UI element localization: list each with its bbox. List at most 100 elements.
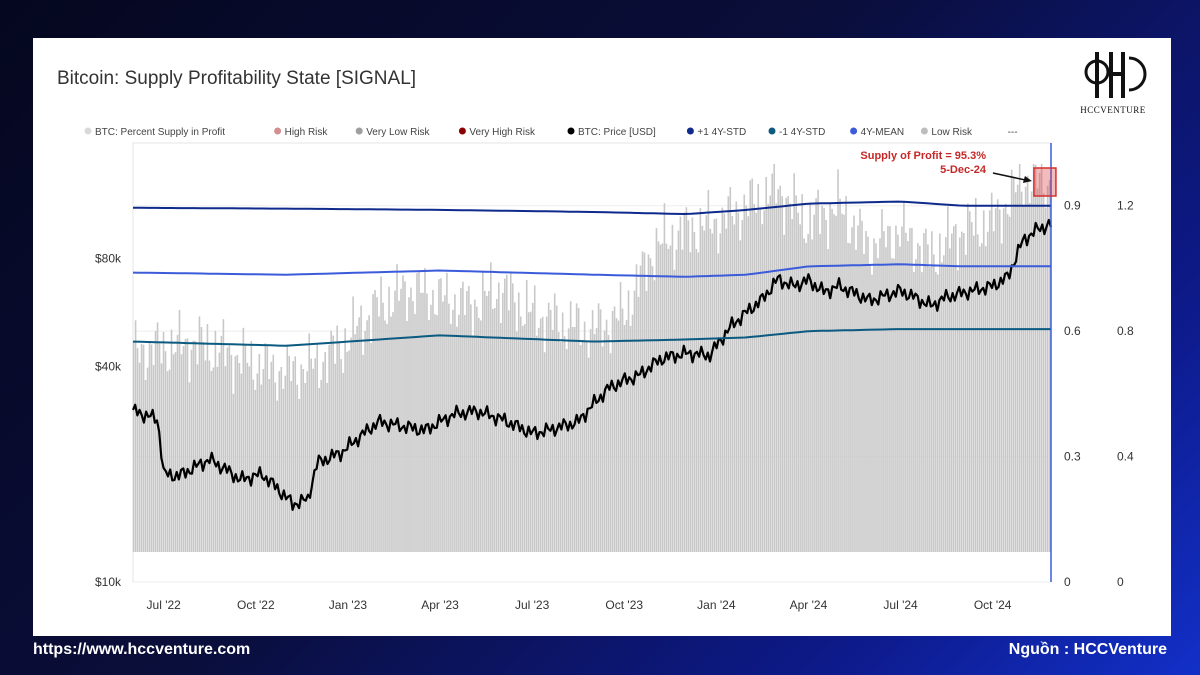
supply-bar (887, 225, 889, 552)
supply-bar (581, 339, 584, 552)
supply-bar (883, 231, 885, 552)
supply-bar (262, 369, 265, 552)
supply-bar (785, 197, 787, 552)
supply-bar (452, 309, 454, 552)
supply-bar (951, 233, 953, 552)
supply-bar (731, 216, 734, 553)
supply-bar (691, 217, 694, 552)
supply-bar (551, 330, 554, 552)
supply-bar (378, 316, 380, 552)
supply-bar (416, 273, 418, 552)
supply-bar (749, 180, 752, 552)
supply-bar (601, 346, 604, 552)
supply-bar (300, 364, 303, 552)
supply-bar (236, 354, 239, 552)
supply-bar (685, 207, 688, 552)
supply-bar (779, 185, 781, 552)
supply-bar (637, 296, 640, 552)
supply-bar (982, 210, 985, 552)
logo-text: HCCVENTURE (1080, 105, 1146, 115)
supply-bar (795, 195, 797, 552)
supply-bar (757, 184, 760, 552)
supply-bar (216, 366, 219, 552)
supply-bar (897, 234, 899, 553)
supply-bar (368, 315, 370, 552)
supply-bar (859, 208, 861, 552)
supply-bar (290, 381, 293, 552)
supply-bar (903, 200, 905, 552)
supply-bar (955, 224, 957, 552)
supply-bar (210, 371, 213, 552)
supply-bar (306, 371, 309, 552)
supply-bar (294, 356, 297, 552)
supply-bar (519, 316, 522, 552)
y-left-tick-label: $10k (95, 575, 122, 589)
supply-bar (611, 311, 614, 552)
supply-bar (426, 293, 428, 552)
supply-bar (370, 342, 372, 552)
supply-bar (871, 274, 873, 552)
supply-bar (164, 351, 167, 552)
supply-bar (829, 203, 831, 552)
supply-bar (525, 280, 528, 552)
supply-bar (593, 334, 596, 552)
supply-bar (412, 301, 414, 552)
supply-bar (292, 361, 295, 552)
supply-bar (420, 292, 422, 552)
supply-bar (414, 313, 416, 552)
price-line (131, 218, 1053, 511)
y-right-tick-label: 0 (1117, 575, 1124, 589)
supply-bar (819, 234, 821, 552)
supply-bar (721, 207, 724, 553)
upper-std-line (133, 200, 1051, 216)
supply-bar (310, 358, 313, 552)
supply-bar (214, 330, 217, 552)
supply-bar (334, 363, 336, 552)
axes: Jul '22 Oct '22 Jan '23 Apr '23 Jul '23 Oct '… (95, 143, 1134, 612)
supply-bar (885, 247, 887, 553)
y-mid-tick-label: 0.6 (1064, 324, 1081, 338)
supply-bar (134, 320, 137, 552)
footer-website[interactable]: https://www.hccventure.com (33, 641, 251, 658)
supply-bar (875, 243, 877, 552)
supply-bar (713, 219, 716, 553)
supply-bar (563, 336, 566, 552)
supply-bar (809, 202, 811, 552)
supply-bar (234, 356, 237, 552)
legend-marker (850, 127, 858, 135)
supply-bar (803, 238, 805, 552)
supply-bar (346, 351, 348, 552)
supply-bar (761, 224, 764, 553)
supply-bar (476, 306, 478, 552)
supply-bar (533, 285, 536, 552)
supply-bar (867, 236, 869, 552)
chart-title: Bitcoin: Supply Profitability State [SIG… (57, 68, 417, 89)
supply-bar (837, 169, 839, 553)
supply-bar (531, 303, 534, 552)
supply-bar (296, 384, 299, 552)
supply-bar (432, 289, 434, 552)
supply-bar (765, 176, 768, 552)
supply-bar (166, 371, 169, 552)
supply-bar (352, 296, 354, 552)
supply-bar (168, 369, 171, 552)
supply-bar (599, 309, 602, 552)
supply-bar (1032, 163, 1035, 552)
annotation-text-line1: Supply of Profit = 95.3% (860, 150, 986, 162)
legend-marker (274, 127, 282, 135)
supply-bar (869, 265, 871, 552)
supply-bar (953, 226, 955, 552)
supply-bar (302, 369, 305, 552)
supply-bar (917, 243, 919, 552)
supply-bar (833, 214, 835, 553)
supply-bar (663, 203, 666, 552)
supply-bar (605, 319, 608, 552)
supply-bar (284, 375, 287, 552)
legend[interactable]: BTC: Percent Supply in Profit High Risk Ve… (84, 127, 1018, 138)
x-tick-label: Oct '22 (237, 598, 275, 612)
supply-bar (505, 274, 508, 552)
supply-bar (222, 319, 225, 552)
supply-bar (673, 269, 676, 552)
supply-bar (679, 216, 682, 553)
supply-bar (266, 346, 269, 552)
